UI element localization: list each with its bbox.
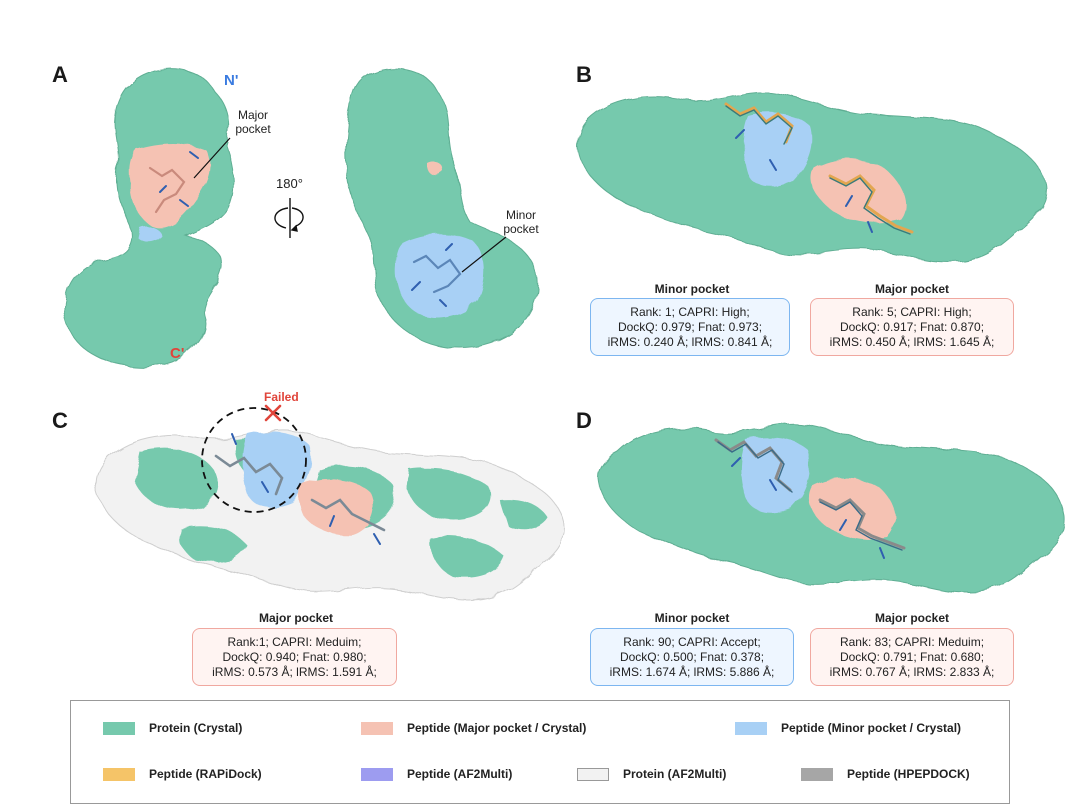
- minor-pocket-annotation-line-1: Minor: [505, 208, 536, 222]
- major-pocket-annotation-line-1: Major: [237, 108, 268, 122]
- panel-d-pocket-patches: [740, 437, 896, 540]
- legend-item-peptide-hpepdock: Peptide (HPEPDOCK): [801, 767, 970, 781]
- panel-d-peptide-sticks: [714, 438, 906, 559]
- legend-label: Protein (AF2Multi): [623, 767, 727, 781]
- panel-d-minor-title: Minor pocket: [654, 611, 730, 625]
- panel-a-minor-pocket-patch: [395, 162, 485, 318]
- legend-swatch: [361, 721, 393, 735]
- metric-line: iRMS: 1.674 Å; lRMS: 5.886 Å;: [609, 665, 775, 679]
- legend-label: Protein (Crystal): [149, 721, 243, 735]
- metric-line: Rank: 5; CAPRI: High;: [852, 305, 972, 319]
- minor-pocket-annotation-line-2: pocket: [503, 222, 539, 236]
- panel-d-letter: D: [576, 408, 592, 433]
- metric-line: Rank:1; CAPRI: Meduim;: [227, 635, 362, 649]
- legend-swatch: [801, 767, 833, 781]
- minor-pocket-annotation: Minor pocket: [496, 208, 546, 236]
- metric-line: iRMS: 0.450 Å; lRMS: 1.645 Å;: [829, 335, 995, 349]
- minor-pocket-leader-line: [461, 236, 507, 273]
- legend-item-protein-crystal: Protein (Crystal): [103, 721, 242, 735]
- major-pocket-annotation: Major pocket: [228, 108, 278, 136]
- legend-label: Peptide (HPEPDOCK): [847, 767, 970, 781]
- failed-label: Failed: [264, 390, 299, 404]
- legend-swatch: [577, 767, 609, 781]
- legend-label: Peptide (AF2Multi): [407, 767, 513, 781]
- rotation-icon: [274, 198, 304, 238]
- panel-c-peptide-sticks: [214, 433, 386, 545]
- panel-b-letter: B: [576, 62, 592, 87]
- panel-b-minor-metrics: Rank: 1; CAPRI: High; DockQ: 0.979; Fnat…: [590, 298, 790, 356]
- metric-line: iRMS: 0.573 Å; lRMS: 1.591 Å;: [212, 665, 377, 679]
- legend-label: Peptide (RAPiDock): [149, 767, 262, 781]
- c-terminus-label: C': [170, 345, 185, 362]
- metric-line: DockQ: 0.791; Fnat: 0.680;: [839, 650, 985, 664]
- panel-c-letter: C: [52, 408, 68, 433]
- panel-b-major-metrics: Rank: 5; CAPRI: High; DockQ: 0.917; Fnat…: [810, 298, 1014, 356]
- metric-line: DockQ: 0.917; Fnat: 0.870;: [839, 320, 985, 334]
- legend-swatch: [103, 721, 135, 735]
- metric-line: DockQ: 0.940; Fnat: 0.980;: [222, 650, 367, 664]
- metric-line: iRMS: 0.767 Å; lRMS: 2.833 Å;: [829, 665, 995, 679]
- legend-item-peptide-major: Peptide (Major pocket / Crystal): [361, 721, 586, 735]
- panel-d-major-metrics: Rank: 83; CAPRI: Meduim; DockQ: 0.791; F…: [810, 628, 1014, 686]
- legend-item-protein-af2multi: Protein (AF2Multi): [577, 767, 726, 781]
- metric-line: iRMS: 0.240 Å; lRMS: 0.841 Å;: [607, 335, 773, 349]
- metric-line: DockQ: 0.979; Fnat: 0.973;: [617, 320, 763, 334]
- panel-d-minor-metrics: Rank: 90; CAPRI: Accept; DockQ: 0.500; F…: [590, 628, 794, 686]
- legend-label: Peptide (Major pocket / Crystal): [407, 721, 587, 735]
- metric-line: Rank: 90; CAPRI: Accept;: [623, 635, 761, 649]
- metric-line: Rank: 83; CAPRI: Meduim;: [839, 635, 985, 649]
- failed-region-circle: [201, 407, 307, 513]
- panel-b-major-title: Major pocket: [874, 282, 949, 296]
- panel-d-major-title: Major pocket: [874, 611, 949, 625]
- panel-b-pocket-patches: [742, 113, 906, 223]
- panel-a-letter: A: [52, 62, 68, 87]
- legend-label: Peptide (Minor pocket / Crystal): [781, 721, 962, 735]
- panel-b-peptide-sticks: [724, 102, 914, 235]
- panel-a-protein-back: [345, 67, 539, 349]
- legend-swatch: [735, 721, 767, 735]
- failed-x-icon: [264, 404, 282, 422]
- rotation-label: 180°: [276, 176, 303, 191]
- metric-line: DockQ: 0.500; Fnat: 0.378;: [619, 650, 765, 664]
- legend-swatch: [361, 767, 393, 781]
- panel-c-major-metrics: Rank:1; CAPRI: Meduim; DockQ: 0.940; Fna…: [192, 628, 397, 686]
- legend-box: Protein (Crystal) Peptide (Major pocket …: [70, 700, 1010, 804]
- panel-c-pocket-patches: [242, 431, 374, 535]
- panel-a-peptide-sticks: [148, 151, 462, 307]
- major-pocket-annotation-line-2: pocket: [235, 122, 271, 136]
- panel-b-minor-title: Minor pocket: [654, 282, 730, 296]
- major-pocket-leader-line: [193, 137, 231, 179]
- legend-item-peptide-rapidock: Peptide (RAPiDock): [103, 767, 262, 781]
- legend-swatch: [103, 767, 135, 781]
- panel-c-major-title: Major pocket: [258, 611, 333, 625]
- n-terminus-label: N': [224, 72, 239, 89]
- legend-item-peptide-minor: Peptide (Minor pocket / Crystal): [735, 721, 961, 735]
- legend-item-peptide-af2multi: Peptide (AF2Multi): [361, 767, 512, 781]
- panel-a-major-pocket-patch: [129, 144, 211, 243]
- metric-line: Rank: 1; CAPRI: High;: [630, 305, 750, 319]
